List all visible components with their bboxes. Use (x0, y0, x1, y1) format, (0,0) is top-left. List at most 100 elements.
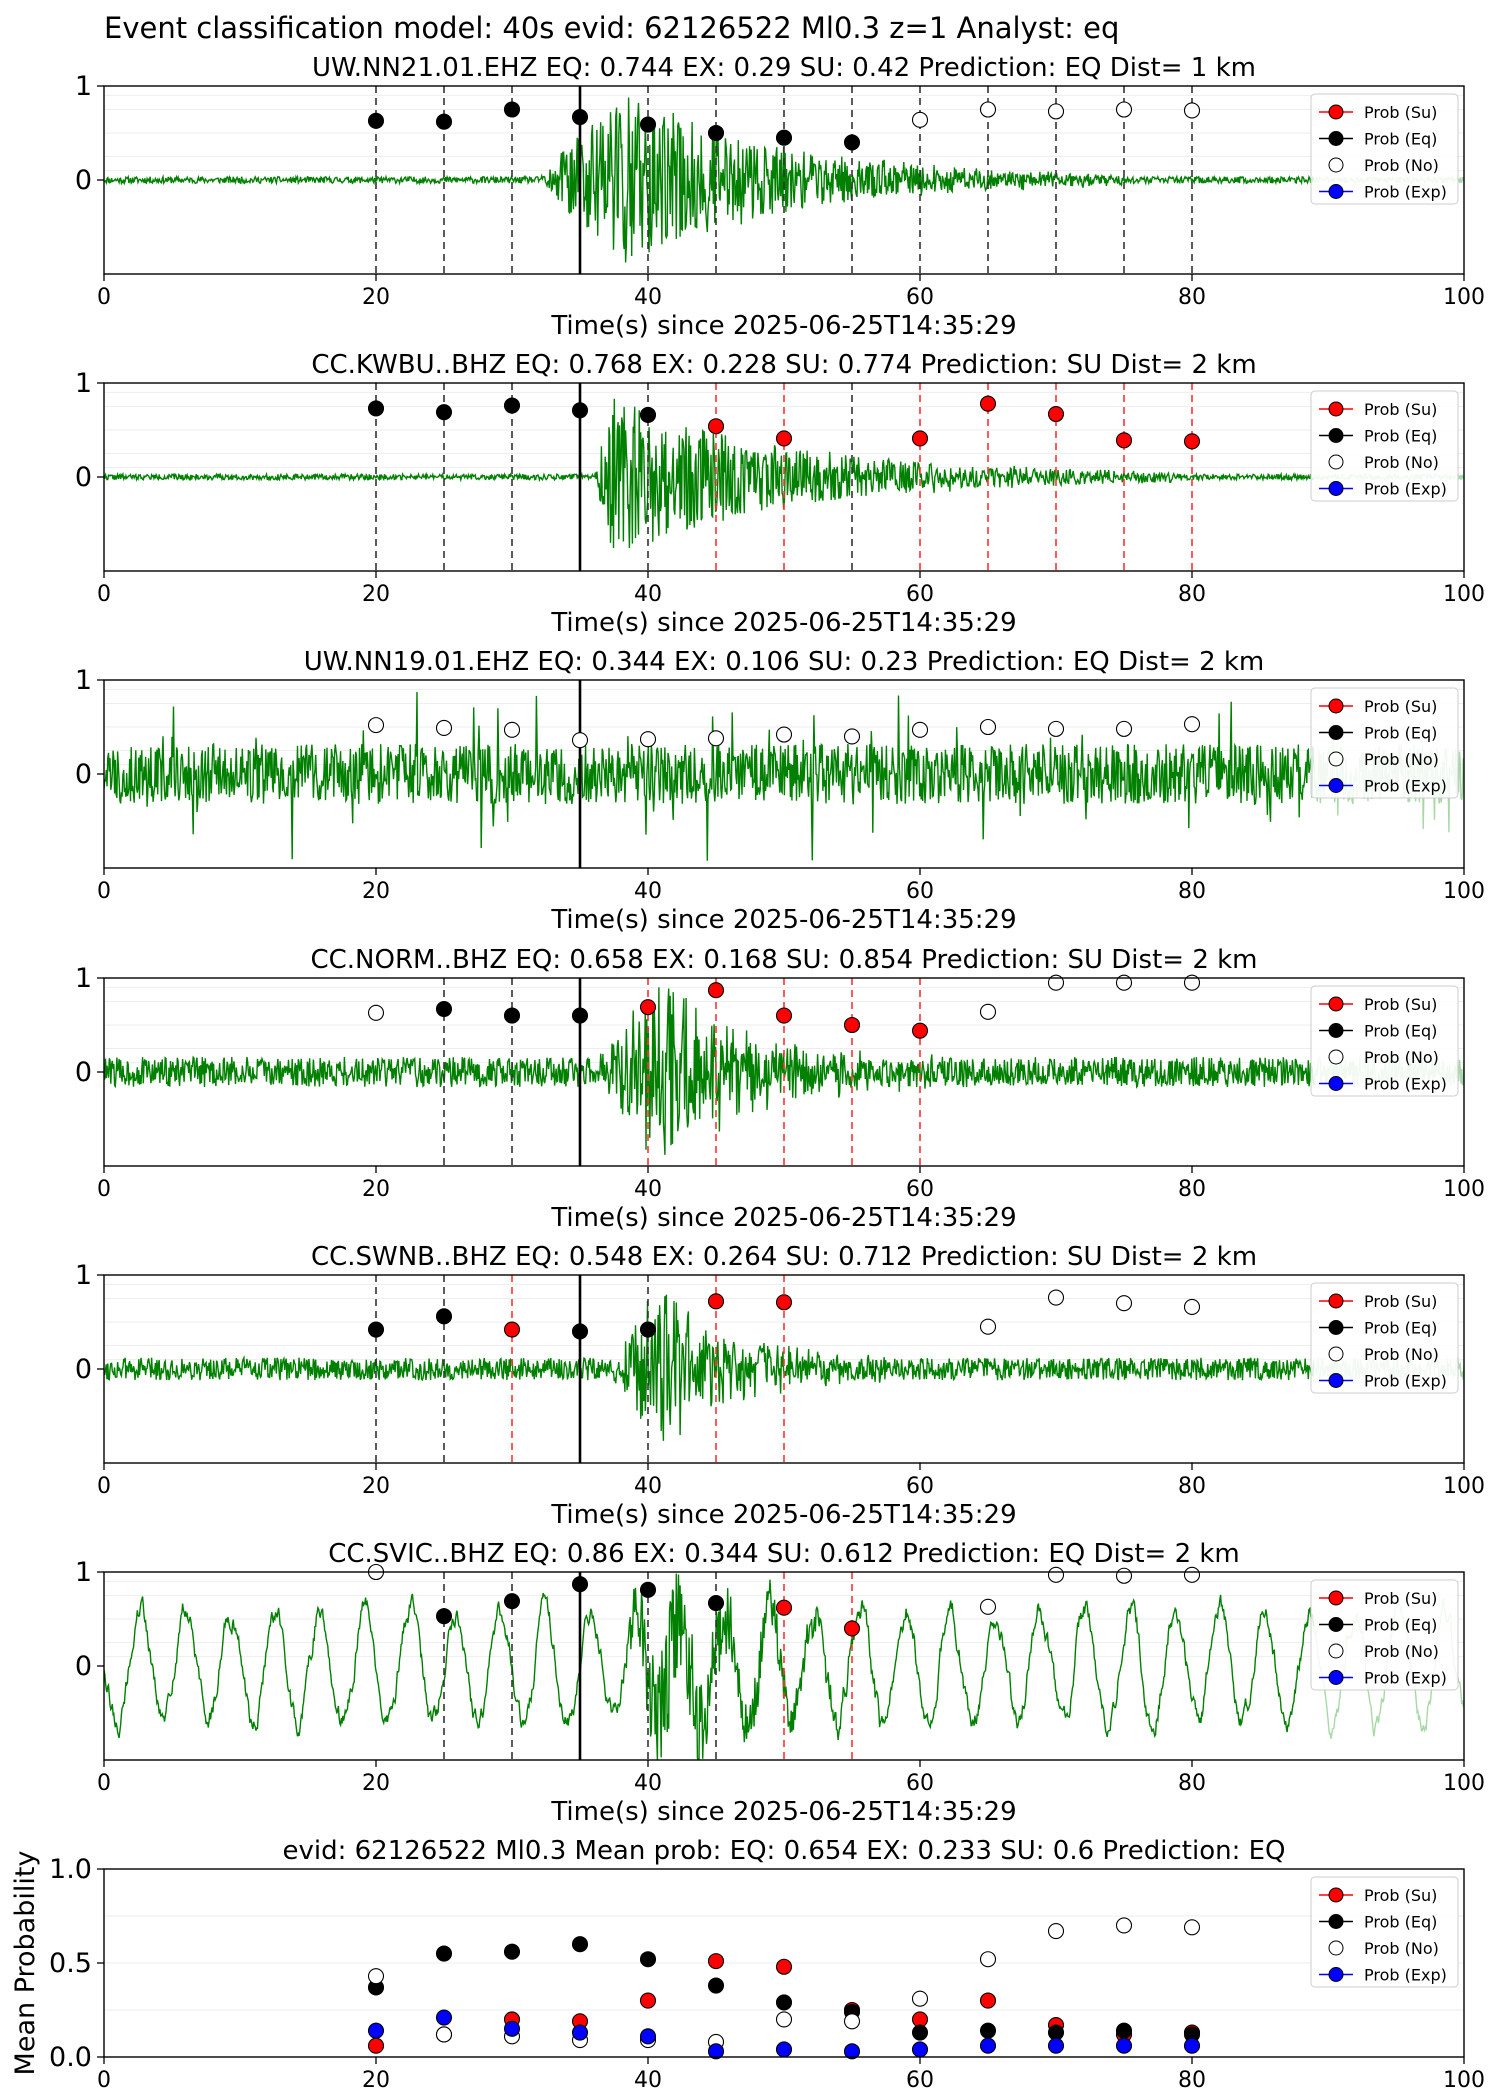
legend: Prob (Su) Prob (Eq) Prob (No) Prob (Exp) (1310, 687, 1459, 799)
point-su (707, 1953, 725, 1970)
legend-label: Prob (Su) (1364, 1886, 1437, 1905)
x-tick-label: 60 (906, 1771, 934, 1796)
chart-panel-1: UW.NN21.01.EHZ EQ: 0.744 EX: 0.29 SU: 0.… (75, 53, 1485, 341)
point-eq (571, 1936, 589, 1953)
point-exp (843, 2043, 861, 2060)
legend-marker (1328, 1967, 1344, 1982)
x-tick-label: 40 (634, 2068, 662, 2093)
point-no (367, 717, 385, 734)
point-eq (435, 1945, 453, 1962)
point-su (1183, 433, 1201, 450)
point-eq (367, 1321, 385, 1338)
point-su (775, 1958, 793, 1975)
x-tick-label: 20 (362, 285, 390, 310)
x-tick-label: 40 (634, 1771, 662, 1796)
legend-label: Prob (Exp) (1364, 1966, 1447, 1985)
y-tick-label: 0 (75, 1354, 92, 1385)
x-tick-label: 0 (97, 285, 111, 310)
x-tick-label: 20 (362, 879, 390, 904)
legend-marker (1328, 428, 1344, 443)
waveform-trace (104, 97, 1315, 263)
legend-marker (1328, 1940, 1344, 1956)
legend-marker (1328, 751, 1344, 767)
legend-item-exp: Prob (Exp) (1319, 1372, 1447, 1391)
x-axis-label: Time(s) since 2025-06-25T14:35:29 (550, 905, 1016, 935)
legend-label: Prob (No) (1364, 750, 1439, 769)
legend-label: Prob (Exp) (1364, 1075, 1447, 1094)
point-eq (843, 134, 861, 151)
point-eq (979, 2022, 997, 2039)
legend-label: Prob (No) (1364, 1939, 1439, 1958)
legend-marker (1328, 698, 1344, 714)
x-tick-label: 80 (1178, 879, 1206, 904)
legend-item-no: Prob (No) (1328, 1048, 1439, 1067)
legend: Prob (Su) Prob (Eq) Prob (No) Prob (Exp) (1310, 1282, 1459, 1394)
legend-label: Prob (No) (1364, 156, 1439, 175)
point-no (979, 101, 997, 118)
point-su (911, 1022, 929, 1039)
waveform-trace (104, 987, 1315, 1155)
point-no (1183, 1566, 1201, 1583)
point-eq (435, 113, 453, 130)
point-eq (503, 101, 521, 118)
x-tick-label: 20 (362, 1474, 390, 1499)
legend-item-eq: Prob (Eq) (1319, 1022, 1437, 1041)
point-su (979, 395, 997, 412)
legend-marker (1328, 184, 1344, 199)
point-exp (707, 2043, 725, 2060)
x-tick-label: 60 (906, 1474, 934, 1499)
y-tick-label: 0.0 (49, 2042, 92, 2073)
legend-item-exp: Prob (Exp) (1319, 183, 1447, 202)
y-tick-label: 0.5 (49, 1948, 92, 1979)
x-tick-label: 80 (1178, 285, 1206, 310)
panel-title: evid: 62126522 Ml0.3 Mean prob: EQ: 0.65… (283, 1836, 1286, 1866)
y-tick-label: 1 (75, 1557, 92, 1588)
x-tick-label: 80 (1178, 1474, 1206, 1499)
x-tick-label: 0 (97, 1177, 111, 1202)
legend-item-exp: Prob (Exp) (1319, 1075, 1447, 1094)
chart-panel-6: CC.SVIC..BHZ EQ: 0.86 EX: 0.344 SU: 0.61… (75, 1539, 1485, 1827)
point-no (639, 731, 657, 748)
legend-box (1310, 1579, 1459, 1691)
point-su (707, 418, 725, 435)
x-tick-label: 40 (634, 285, 662, 310)
point-su (503, 1321, 521, 1338)
point-no (1115, 1567, 1133, 1584)
x-tick-label: 20 (362, 582, 390, 607)
legend-label: Prob (Su) (1364, 1589, 1437, 1608)
point-no (843, 2013, 861, 2030)
point-eq (1115, 2022, 1133, 2039)
legend-marker (1328, 1590, 1344, 1606)
x-tick-label: 0 (97, 2068, 111, 2093)
panels: UW.NN21.01.EHZ EQ: 0.744 EX: 0.29 SU: 0.… (10, 53, 1485, 2093)
plot-area (104, 1572, 1464, 1760)
x-tick-label: 0 (97, 582, 111, 607)
legend-item-eq: Prob (Eq) (1319, 427, 1437, 446)
x-axis-label: Time(s) since 2025-06-25T14:35:29 (550, 1500, 1016, 1530)
point-no (1047, 1922, 1065, 1940)
legend-marker (1328, 1670, 1344, 1685)
point-eq (639, 406, 657, 424)
point-su (775, 430, 793, 447)
point-exp (1047, 2037, 1065, 2054)
legend-box (1310, 985, 1459, 1097)
x-tick-label: 60 (906, 285, 934, 310)
legend-item-eq: Prob (Eq) (1319, 1913, 1437, 1932)
point-eq (911, 2024, 929, 2041)
point-no (435, 2026, 453, 2043)
point-no (979, 1003, 997, 1020)
point-eq (435, 1000, 453, 1018)
legend-marker (1328, 454, 1344, 470)
legend-label: Prob (No) (1364, 1048, 1439, 1067)
legend-label: Prob (Su) (1364, 1292, 1437, 1311)
point-eq (707, 1594, 725, 1612)
legend-item-su: Prob (Su) (1319, 995, 1437, 1014)
waveform-trace (104, 691, 1315, 861)
x-tick-label: 40 (634, 582, 662, 607)
legend-item-eq: Prob (Eq) (1319, 1319, 1437, 1338)
point-no (775, 726, 793, 743)
plot-area (104, 680, 1464, 868)
legend-label: Prob (No) (1364, 1642, 1439, 1661)
point-exp (911, 2041, 929, 2058)
legend-item-eq: Prob (Eq) (1319, 724, 1437, 743)
